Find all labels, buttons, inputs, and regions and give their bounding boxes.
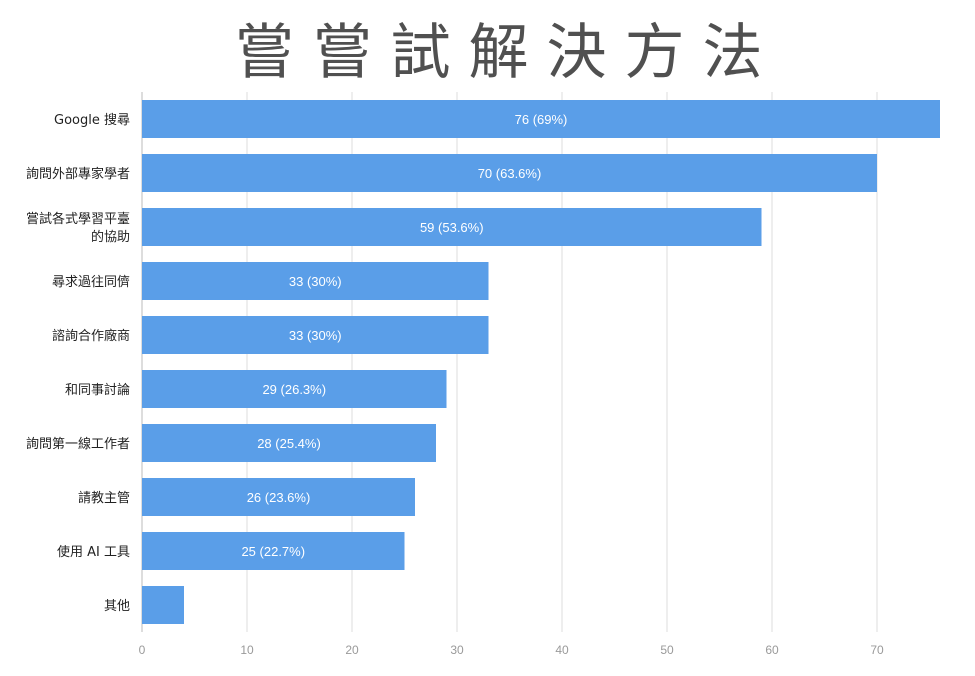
bar [142, 478, 415, 516]
category-label: Google 搜尋 [54, 113, 130, 128]
x-tick-label: 20 [345, 643, 359, 657]
data-label: 76 (69%) [515, 112, 568, 127]
bar [142, 532, 405, 570]
data-label: 25 (22.7%) [241, 544, 305, 559]
category-label: 使用 AI 工具 [57, 544, 130, 560]
category-label: 詢問外部專家學者 [26, 166, 130, 182]
category-label: 嘗試各式學習平臺的協助 [26, 211, 130, 245]
x-tick-label: 30 [450, 643, 464, 657]
x-tick-label: 50 [660, 643, 674, 657]
x-tick-label: 40 [555, 643, 569, 657]
data-label: 70 (63.6%) [478, 166, 542, 181]
bar [142, 262, 489, 300]
bar [142, 100, 940, 138]
x-tick-label: 10 [240, 643, 254, 657]
data-label: 26 (23.6%) [247, 490, 311, 505]
data-label: 33 (30%) [289, 328, 342, 343]
category-label: 諮詢合作廠商 [52, 328, 130, 344]
category-label: 和同事討論 [65, 382, 130, 398]
x-tick-label: 0 [139, 643, 146, 657]
data-label: 29 (26.3%) [262, 382, 326, 397]
data-label: 59 (53.6%) [420, 220, 484, 235]
category-label: 尋求過往同儕 [52, 274, 130, 290]
bar [142, 316, 489, 354]
x-tick-label: 70 [870, 643, 884, 657]
category-label: 其他 [104, 599, 130, 614]
data-label: 33 (30%) [289, 274, 342, 289]
bar [142, 208, 762, 246]
data-label: 28 (25.4%) [257, 436, 321, 451]
bar [142, 424, 436, 462]
chart-title: 嘗嘗試解決方法 [234, 18, 781, 88]
x-tick-label: 60 [765, 643, 779, 657]
category-label: 詢問第一線工作者 [26, 436, 130, 452]
bar [142, 586, 184, 624]
bar [142, 370, 447, 408]
bar [142, 154, 877, 192]
category-label: 請教主管 [78, 490, 130, 506]
